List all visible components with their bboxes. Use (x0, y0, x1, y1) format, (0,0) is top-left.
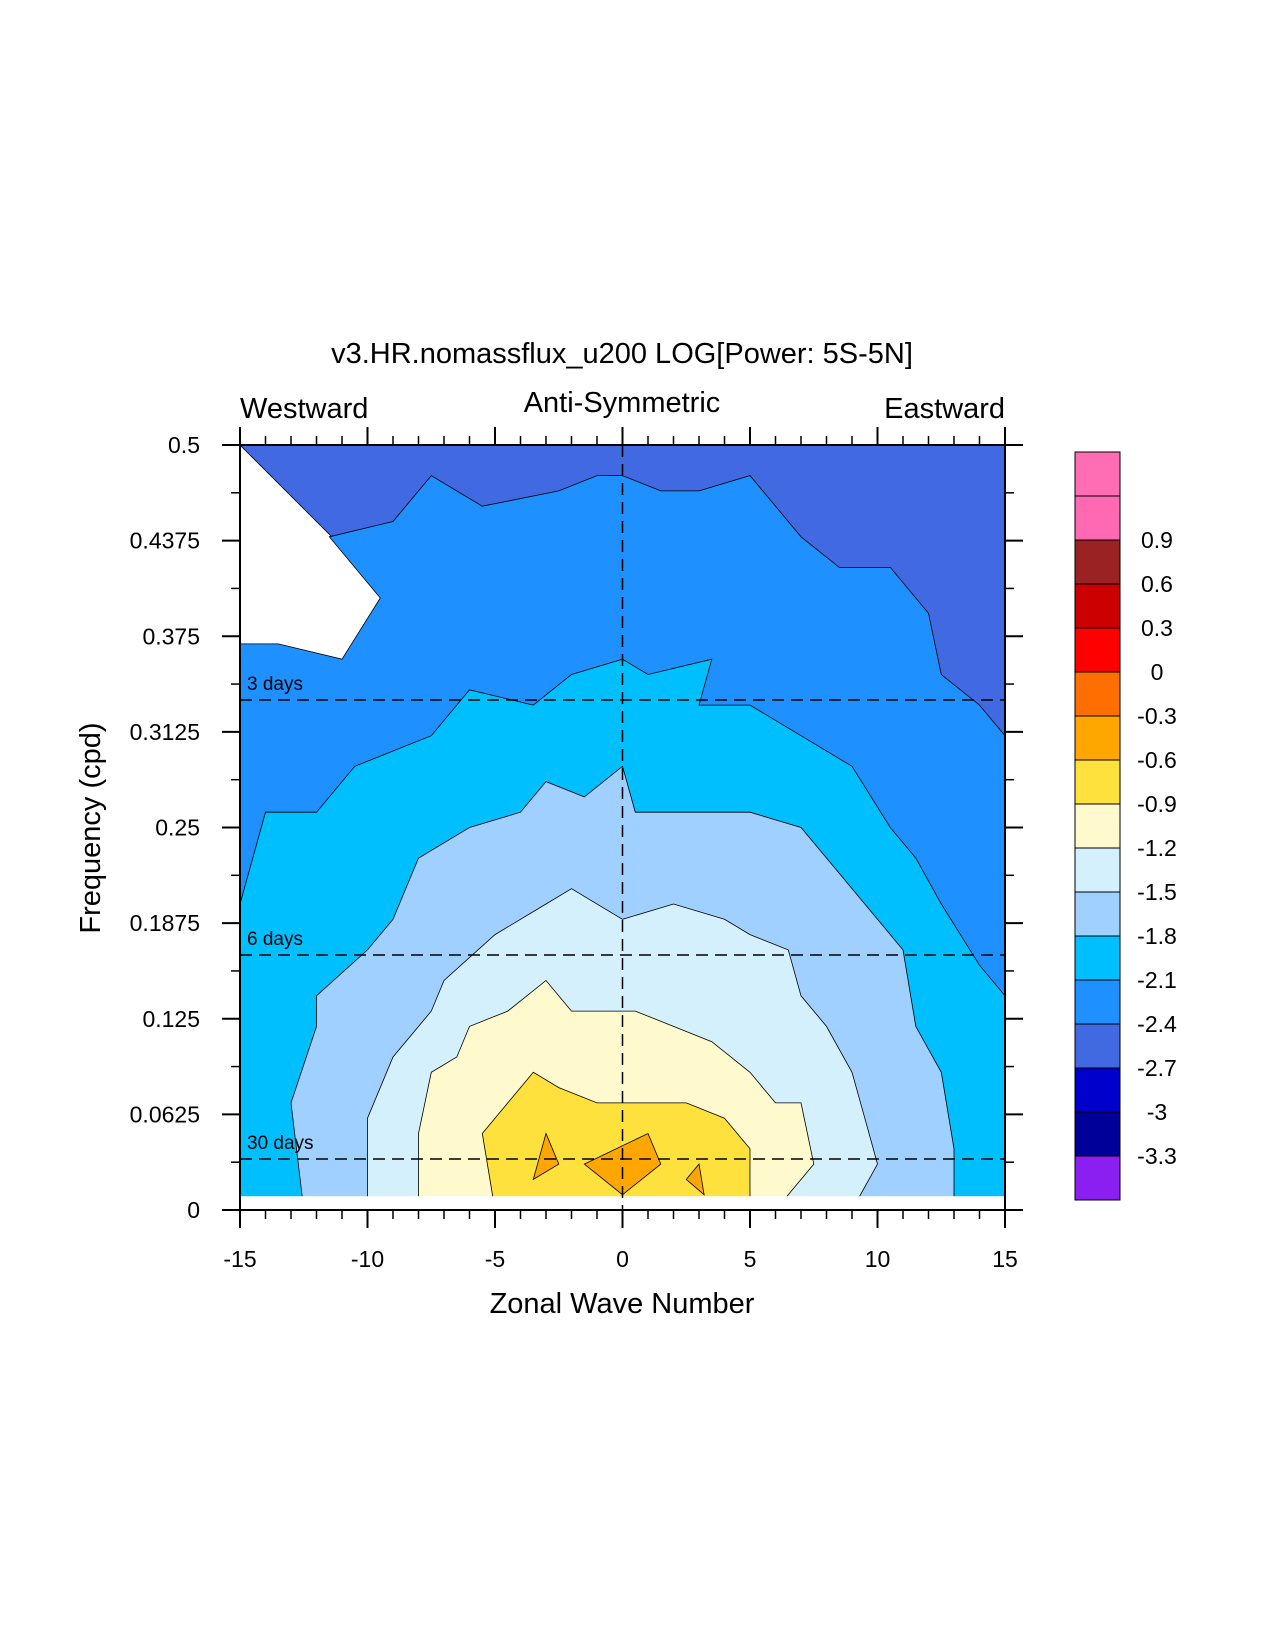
contour-field (240, 445, 1005, 1210)
subtitle-left: Westward (240, 393, 368, 425)
plot-area: 3 days 6 days 30 days -15 -10 -5 0 5 10 15 0 0.062… (130, 427, 1023, 1272)
colorbar-swatch (1074, 627, 1121, 673)
colorbar-label: -0.9 (1137, 791, 1177, 817)
colorbar-label: -2.7 (1137, 1055, 1177, 1081)
x-tick-label: -5 (485, 1246, 505, 1272)
plot-frame (239, 444, 1006, 1211)
colorbar-label: -3 (1147, 1099, 1167, 1125)
colorbar-swatch (1074, 495, 1121, 541)
reference-label-1: 6 days (247, 929, 303, 950)
y-tick-label: 0.5 (168, 432, 200, 458)
colorbar-label: 0.3 (1141, 615, 1173, 641)
x-tick-label: 10 (865, 1246, 891, 1272)
contour-region-9 (685, 1163, 705, 1196)
colorbar-swatch (1074, 1111, 1121, 1157)
x-tick-label: -15 (223, 1246, 256, 1272)
reference-lines: 3 days 6 days 30 days (240, 445, 1005, 1210)
x-tick-label: 5 (744, 1246, 757, 1272)
colorbar-swatch (1074, 539, 1121, 585)
y-axis-label: Frequency (cpd) (75, 722, 107, 933)
contour-region-7 (532, 1132, 560, 1181)
colorbar-label: -2.4 (1137, 1011, 1177, 1037)
contour-region-8 (583, 1132, 662, 1196)
colorbar-label: -0.3 (1137, 703, 1177, 729)
y-tick-label: 0.375 (142, 623, 200, 649)
y-tick-label: 0.125 (142, 1006, 200, 1032)
colorbar-swatch (1074, 1067, 1121, 1113)
colorbar-swatch (1074, 803, 1121, 849)
colorbar-label: 0.6 (1141, 571, 1173, 597)
y-tick-label: 0.0625 (130, 1101, 200, 1127)
subtitle-center: Anti-Symmetric (524, 387, 721, 419)
colorbar-swatch (1074, 1155, 1121, 1201)
x-tick-label: -10 (351, 1246, 384, 1272)
colorbar-swatch (1074, 935, 1121, 981)
subtitle-right: Eastward (884, 393, 1005, 425)
reference-label-2: 30 days (247, 1133, 314, 1154)
colorbar-swatch (1074, 583, 1121, 629)
axis-ticks: -15 -10 -5 0 5 10 15 0 0.0625 0.125 0.1875 0.25 0.31… (130, 427, 1023, 1272)
colorbar: -3.3 -3 -2.7 -2.4 -2.1 -1.8 -1.5 -1.2 -0.9 -0.6 -0… (1074, 451, 1177, 1201)
x-tick-label: 0 (616, 1246, 629, 1272)
colorbar-label: 0 (1151, 659, 1164, 685)
colorbar-swatch (1074, 979, 1121, 1025)
y-tick-label: 0.25 (155, 815, 200, 841)
colorbar-label: -0.6 (1137, 747, 1177, 773)
colorbar-label: -1.8 (1137, 923, 1177, 949)
colorbar-swatch (1074, 1023, 1121, 1069)
colorbar-swatch (1074, 891, 1121, 937)
colorbar-label: -1.2 (1137, 835, 1177, 861)
colorbar-swatch (1074, 847, 1121, 893)
y-tick-label: 0.1875 (130, 910, 200, 936)
colorbar-swatch (1074, 759, 1121, 805)
y-tick-label: 0.4375 (130, 528, 200, 554)
reference-label-0: 3 days (247, 674, 303, 695)
chart-title: v3.HR.nomassflux_u200 LOG[Power: 5S-5N] (331, 338, 913, 370)
colorbar-swatch (1074, 715, 1121, 761)
colorbar-label: -3.3 (1137, 1143, 1177, 1169)
x-tick-label: 15 (992, 1246, 1018, 1272)
colorbar-swatch (1074, 451, 1121, 497)
x-axis-label: Zonal Wave Number (490, 1288, 755, 1320)
colorbar-label: 0.9 (1141, 527, 1173, 553)
no-data-strip (240, 1196, 1005, 1210)
y-tick-label: 0.3125 (130, 719, 200, 745)
colorbar-swatch (1074, 671, 1121, 717)
colorbar-label: -2.1 (1137, 967, 1177, 993)
colorbar-label: -1.5 (1137, 879, 1177, 905)
y-tick-label: 0 (187, 1197, 200, 1223)
